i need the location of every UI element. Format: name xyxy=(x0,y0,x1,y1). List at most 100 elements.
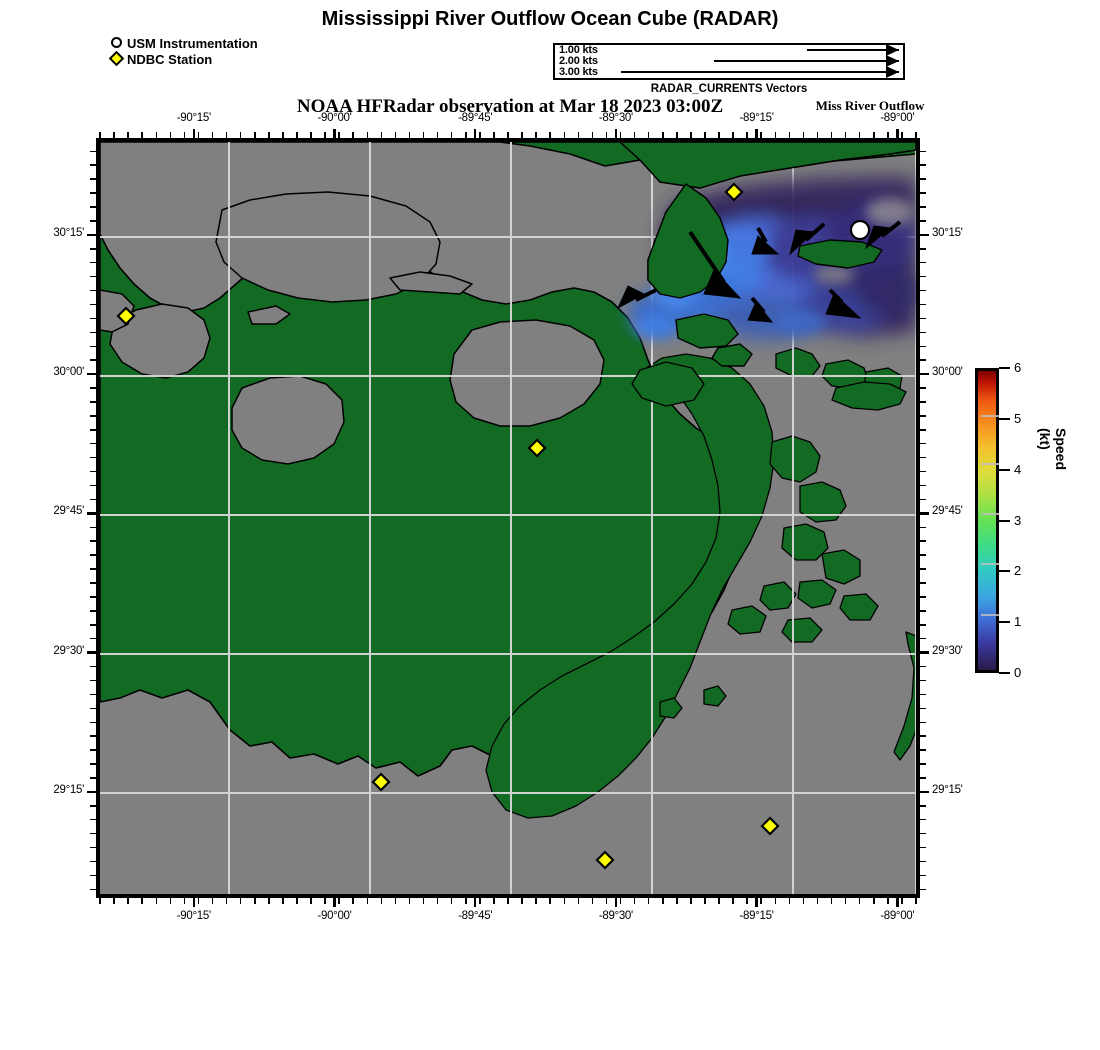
x-axis-minor-tick xyxy=(760,898,762,904)
vector-head-1 xyxy=(886,44,899,56)
x-axis-label: -89°00' xyxy=(880,910,915,922)
y-axis-minor-tick xyxy=(920,568,926,570)
y-axis-minor-tick xyxy=(920,345,926,347)
y-axis-minor-tick xyxy=(920,317,926,320)
colorbar-tick xyxy=(999,570,1010,573)
colorbar-tick-label: 0 xyxy=(1014,665,1022,680)
station-legend: USM Instrumentation NDBC Station xyxy=(108,36,258,68)
x-axis-minor-tick xyxy=(521,898,523,904)
y-axis-major-tick xyxy=(87,790,96,794)
y-axis-minor-tick xyxy=(920,359,926,361)
ndbc-marker xyxy=(116,306,136,326)
usm-circle-icon xyxy=(108,36,126,52)
y-axis-minor-tick xyxy=(920,596,926,598)
y-axis-minor-tick xyxy=(920,777,926,779)
y-axis-minor-tick xyxy=(920,164,926,166)
vector-shaft-3 xyxy=(621,71,899,73)
x-axis-minor-tick xyxy=(310,898,312,904)
usm-marker xyxy=(849,219,871,241)
legend-item-ndbc: NDBC Station xyxy=(108,50,258,68)
legend-label-usm: USM Instrumentation xyxy=(127,36,258,51)
y-axis-minor-tick xyxy=(920,331,926,334)
x-axis-label: -90°00' xyxy=(317,910,352,922)
y-axis-minor-tick xyxy=(920,498,926,501)
y-axis-minor-tick xyxy=(920,303,926,306)
y-axis-minor-tick xyxy=(920,651,926,654)
vector-shaft-1 xyxy=(807,49,899,51)
y-axis-minor-tick xyxy=(920,470,926,473)
y-axis-minor-tick xyxy=(920,610,926,612)
x-axis-minor-tick xyxy=(732,898,734,904)
y-axis-minor-tick xyxy=(920,874,926,877)
y-axis-minor-tick xyxy=(920,401,926,403)
y-axis-label: 30°00' xyxy=(53,366,84,379)
colorbar-tick-label: 4 xyxy=(1014,461,1022,477)
colorbar-tick xyxy=(999,367,1010,369)
x-axis-major-tick xyxy=(333,129,336,138)
x-axis-major-tick xyxy=(333,898,336,907)
x-axis-minor-tick xyxy=(380,898,383,904)
y-axis-label: 30°15' xyxy=(53,226,84,239)
y-axis-minor-tick xyxy=(920,429,926,431)
map-canvas[interactable] xyxy=(100,142,916,894)
x-axis-minor-tick xyxy=(155,898,158,904)
x-axis-minor-tick xyxy=(296,898,298,904)
x-axis-minor-tick xyxy=(465,898,467,904)
x-axis-major-tick xyxy=(896,129,899,138)
vector-scale-row-3: 3.00 kts xyxy=(555,66,903,78)
y-axis-minor-tick xyxy=(920,178,926,180)
y-axis-minor-tick xyxy=(920,192,926,194)
x-axis-major-tick xyxy=(614,898,618,907)
y-axis-minor-tick xyxy=(920,442,926,445)
y-axis-minor-tick xyxy=(920,846,926,849)
y-axis-minor-tick xyxy=(920,888,926,891)
x-axis-minor-tick xyxy=(816,898,819,904)
x-axis-minor-tick xyxy=(577,898,580,904)
y-axis-minor-tick xyxy=(920,554,926,556)
x-axis-minor-tick xyxy=(830,898,833,904)
colorbar-tick xyxy=(999,672,1010,674)
x-axis-minor-tick xyxy=(887,898,889,904)
y-axis-major-tick xyxy=(920,372,929,376)
x-axis-major-tick xyxy=(896,898,899,907)
x-axis-minor-tick xyxy=(366,898,369,904)
y-axis-minor-tick xyxy=(920,540,926,542)
x-axis-major-tick xyxy=(192,898,196,907)
ndbc-marker xyxy=(724,182,744,202)
y-axis-minor-tick xyxy=(920,679,926,682)
y-axis-minor-tick xyxy=(920,860,926,863)
x-axis-minor-tick xyxy=(408,898,411,904)
colorbar-tick-label: 1 xyxy=(1014,614,1022,630)
x-axis-major-tick xyxy=(192,129,196,138)
colorbar-tick xyxy=(999,621,1010,624)
vector-head-3 xyxy=(886,66,899,78)
x-axis-major-tick xyxy=(473,898,477,907)
x-axis-minor-tick xyxy=(282,898,284,904)
x-axis-minor-tick xyxy=(422,898,425,904)
y-axis-minor-tick xyxy=(920,582,926,584)
x-axis-minor-tick xyxy=(915,898,917,904)
vector-scale-label-2: 2.00 kts xyxy=(559,55,598,67)
x-axis-major-tick xyxy=(755,898,758,907)
x-axis-minor-tick xyxy=(254,898,256,904)
y-axis-minor-tick xyxy=(920,749,926,751)
x-axis-minor-tick xyxy=(901,898,903,904)
map-panel[interactable] xyxy=(96,138,920,898)
legend-label-ndbc: NDBC Station xyxy=(127,52,213,67)
ndbc-marker xyxy=(760,816,780,836)
x-axis-minor-tick xyxy=(788,898,791,904)
y-axis-minor-tick xyxy=(920,735,926,737)
y-axis-minor-tick xyxy=(920,373,926,375)
vector-scale-label-1: 1.00 kts xyxy=(559,44,598,56)
x-axis-minor-tick xyxy=(873,898,875,904)
vector-shaft-2 xyxy=(714,60,899,62)
y-axis-minor-tick xyxy=(920,526,926,529)
y-axis-minor-tick xyxy=(920,791,926,793)
ndbc-marker xyxy=(595,850,615,870)
x-axis-minor-tick xyxy=(563,898,566,904)
x-axis-minor-tick xyxy=(619,898,622,904)
x-axis-minor-tick xyxy=(338,898,340,904)
y-axis-label: 29°45' xyxy=(53,505,84,518)
y-axis-major-tick xyxy=(920,512,929,515)
colorbar-tick xyxy=(999,468,1010,471)
